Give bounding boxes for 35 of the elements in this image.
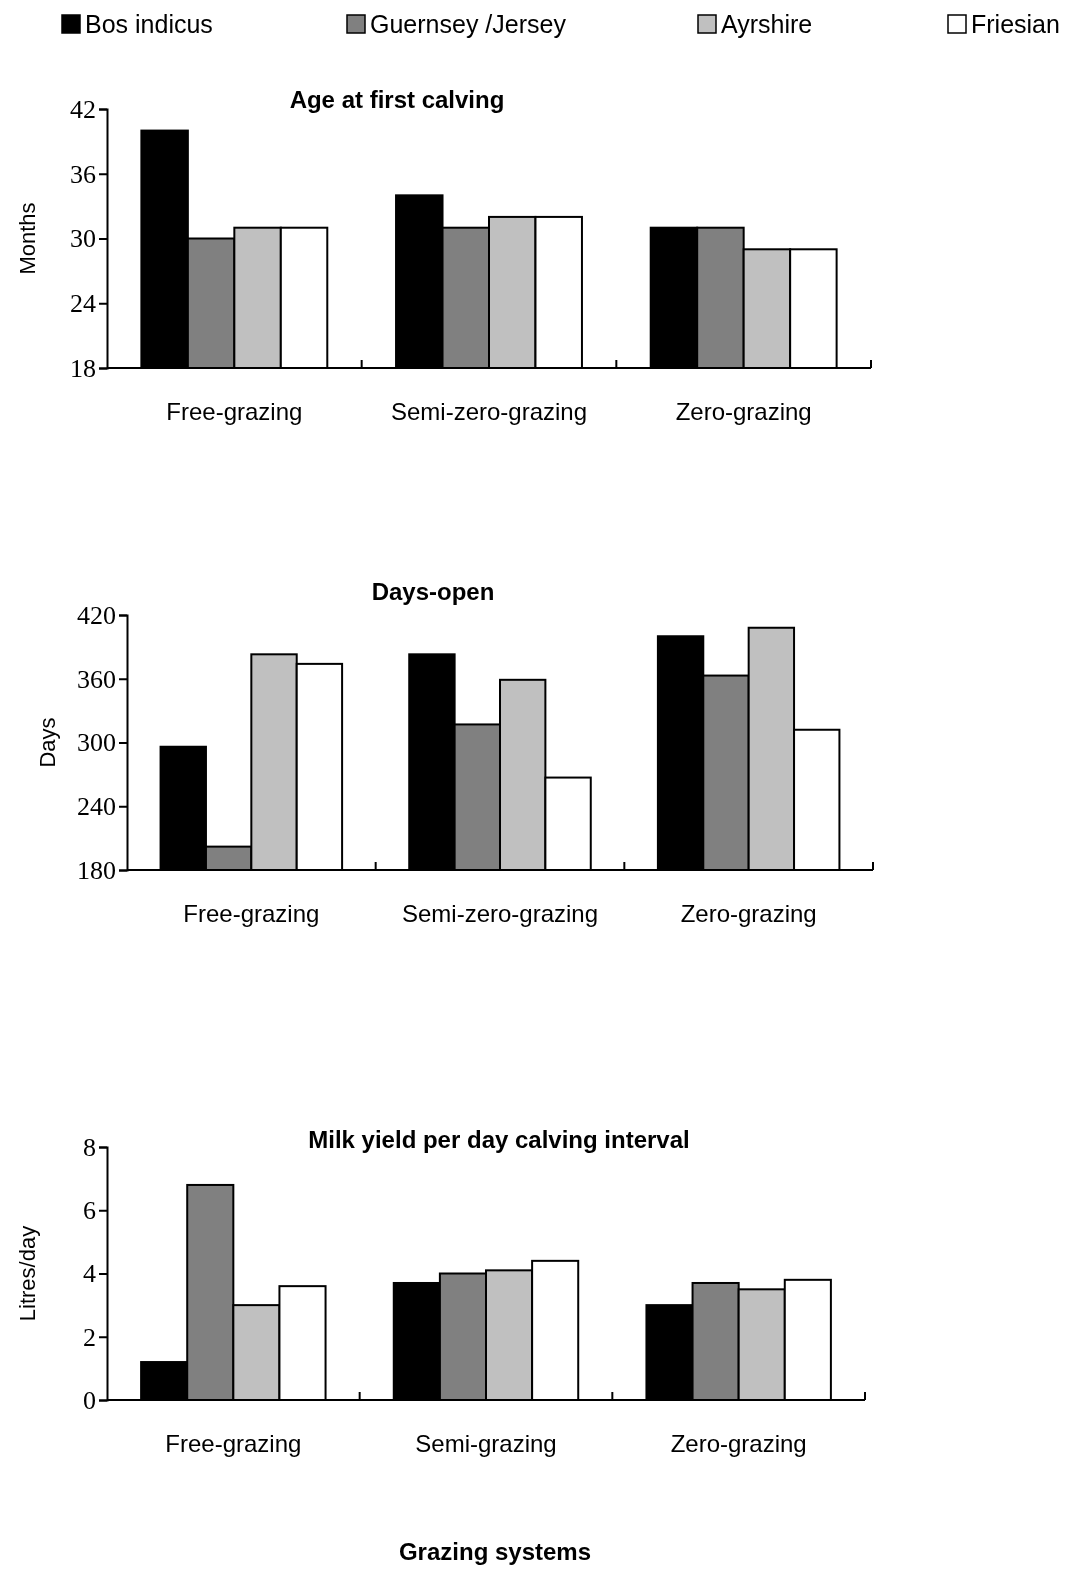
y-tick-label: 180 — [77, 855, 116, 885]
y-tick-label: 0 — [83, 1385, 96, 1415]
x-tick-label: Zero-grazing — [675, 398, 812, 425]
y-axis-title: Months — [15, 202, 40, 275]
y-tick-label: 2 — [83, 1322, 96, 1352]
x-tick-label: Semi-grazing — [415, 1430, 557, 1457]
x-tick-label: Semi-zero-grazing — [390, 398, 588, 425]
legend-label: Friesian — [971, 10, 1060, 38]
x-tick-label: Free-grazing — [166, 398, 303, 425]
legend-label: Bos indicus — [85, 10, 213, 38]
y-tick-label: 24 — [70, 289, 96, 319]
y-tick-label: 18 — [70, 353, 96, 383]
y-tick-label: 360 — [77, 664, 116, 694]
y-tick-label: 240 — [77, 792, 116, 822]
x-axis-title: Grazing systems — [398, 1538, 592, 1565]
y-tick-label: 300 — [77, 728, 116, 758]
y-tick-label: 42 — [70, 94, 96, 124]
x-tick-label: Free-grazing — [165, 1430, 302, 1457]
y-tick-label: 30 — [70, 224, 96, 254]
chart-title: Milk yield per day calving interval — [308, 1126, 690, 1153]
x-tick-label: Zero-grazing — [670, 1430, 807, 1457]
x-tick-label: Semi-zero-grazing — [401, 900, 599, 927]
y-axis-title: Days — [35, 717, 60, 768]
chart-title: Age at first calving — [289, 86, 505, 113]
chart-title: Days-open — [371, 578, 495, 605]
x-tick-label: Free-grazing — [183, 900, 320, 927]
y-tick-label: 420 — [77, 600, 116, 630]
y-tick-label: 36 — [70, 159, 96, 189]
legend-label: Ayrshire — [721, 10, 813, 38]
y-axis-title: Litres/day — [15, 1225, 40, 1322]
x-tick-label: Zero-grazing — [680, 900, 817, 927]
legend-label: Guernsey /Jersey — [370, 10, 567, 38]
y-tick-label: 6 — [83, 1196, 96, 1226]
y-tick-label: 4 — [83, 1259, 96, 1289]
y-tick-label: 8 — [83, 1132, 96, 1162]
